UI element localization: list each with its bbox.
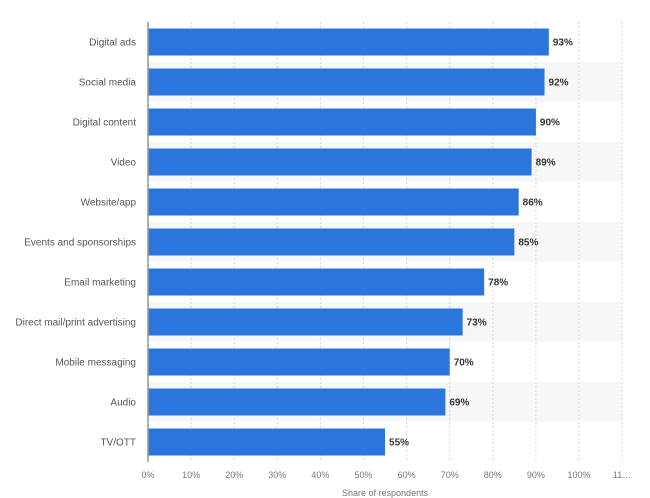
bar <box>148 268 485 296</box>
category-label: Direct mail/print advertising <box>15 318 136 329</box>
bar <box>148 148 532 176</box>
bar <box>148 68 545 96</box>
x-tick-label: 70% <box>441 470 459 480</box>
x-tick-label: 0% <box>141 470 154 480</box>
x-tick-label: 11… <box>613 470 631 480</box>
x-tick-labels: 0% 10% 20% 30% 40% 50% 60% 70% 80% 90% 100% 11… <box>141 470 631 480</box>
value-label: 93% <box>553 38 573 49</box>
x-tick-label: 30% <box>268 470 286 480</box>
x-tick-label: 40% <box>311 470 329 480</box>
x-tick-label: 60% <box>398 470 416 480</box>
bar <box>148 388 446 416</box>
bar <box>148 308 463 336</box>
value-label: 73% <box>467 318 487 329</box>
category-label: Digital ads <box>89 38 136 49</box>
value-label: 92% <box>549 78 569 89</box>
x-tick-label: 100% <box>567 470 590 480</box>
category-label: TV/OTT <box>100 438 136 449</box>
bars <box>148 28 549 456</box>
value-label: 69% <box>449 398 469 409</box>
bar <box>148 228 515 256</box>
x-tick-label: 90% <box>527 470 545 480</box>
category-label: Digital content <box>73 118 137 129</box>
value-label: 86% <box>523 198 543 209</box>
x-tick-label: 50% <box>354 470 372 480</box>
category-label: Mobile messaging <box>55 358 136 369</box>
value-label: 85% <box>518 238 538 249</box>
category-label: Events and sponsorships <box>24 238 136 249</box>
bar <box>148 28 549 56</box>
category-label: Email marketing <box>64 278 136 289</box>
category-labels: Digital ads Social media Digital content Vi… <box>15 38 136 449</box>
category-label: Video <box>111 158 137 169</box>
value-labels: 93% 92% 90% 89% 86% 85% 78% 73% 70% 69% 55% <box>389 38 573 449</box>
value-label: 78% <box>488 278 508 289</box>
x-tick-label: 10% <box>182 470 200 480</box>
value-label: 90% <box>540 118 560 129</box>
value-label: 89% <box>536 158 556 169</box>
x-tick-label: 20% <box>225 470 243 480</box>
category-label: Social media <box>79 78 137 89</box>
bar <box>148 108 536 136</box>
category-label: Website/app <box>81 198 137 209</box>
bar <box>148 348 450 376</box>
category-label: Audio <box>110 398 136 409</box>
bar <box>148 428 386 456</box>
x-axis-title: Share of respondents <box>342 488 429 498</box>
value-label: 70% <box>454 358 474 369</box>
bar <box>148 188 519 216</box>
value-label: 55% <box>389 438 409 449</box>
x-tick-label: 80% <box>484 470 502 480</box>
